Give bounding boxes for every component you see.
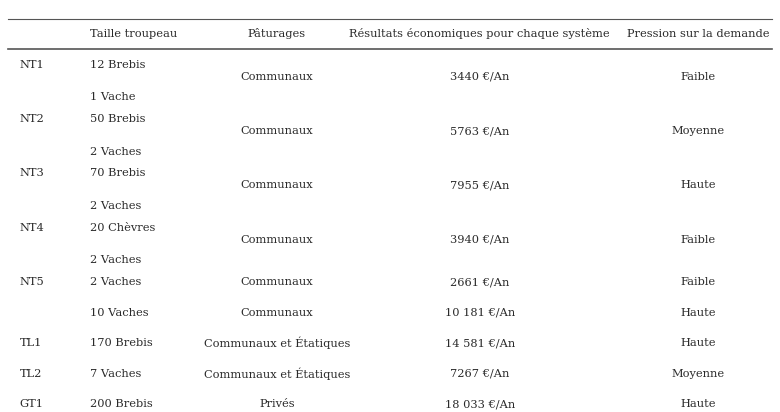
Text: TL1: TL1: [20, 338, 42, 348]
Text: 3440 €/An: 3440 €/An: [450, 72, 509, 82]
Text: 7955 €/An: 7955 €/An: [450, 180, 509, 190]
Text: Communaux et Étatiques: Communaux et Étatiques: [204, 337, 350, 349]
Text: Résultats économiques pour chaque système: Résultats économiques pour chaque systèm…: [349, 28, 610, 40]
Text: Moyenne: Moyenne: [672, 369, 725, 379]
Text: 170 Brebis: 170 Brebis: [90, 338, 152, 348]
Text: 10 Vaches: 10 Vaches: [90, 308, 148, 318]
Text: Haute: Haute: [680, 338, 716, 348]
Text: Pâturages: Pâturages: [248, 28, 306, 40]
Text: 1 Vache: 1 Vache: [90, 92, 135, 102]
Text: GT1: GT1: [20, 399, 44, 409]
Text: Faible: Faible: [680, 277, 716, 287]
Text: Haute: Haute: [680, 308, 716, 318]
Text: NT3: NT3: [20, 169, 44, 178]
Text: Communaux: Communaux: [240, 72, 314, 82]
Text: 18 033 €/An: 18 033 €/An: [445, 399, 515, 409]
Text: NT1: NT1: [20, 60, 44, 70]
Text: 70 Brebis: 70 Brebis: [90, 169, 145, 178]
Text: Communaux: Communaux: [240, 308, 314, 318]
Text: 200 Brebis: 200 Brebis: [90, 399, 152, 409]
Text: NT5: NT5: [20, 277, 44, 287]
Text: 50 Brebis: 50 Brebis: [90, 114, 145, 124]
Text: Privés: Privés: [259, 399, 295, 409]
Text: 2 Vaches: 2 Vaches: [90, 277, 141, 287]
Text: 7267 €/An: 7267 €/An: [450, 369, 509, 379]
Text: 20 Chèvres: 20 Chèvres: [90, 223, 155, 233]
Text: 7 Vaches: 7 Vaches: [90, 369, 141, 379]
Text: 14 581 €/An: 14 581 €/An: [445, 338, 515, 348]
Text: Communaux et Étatiques: Communaux et Étatiques: [204, 368, 350, 380]
Text: Communaux: Communaux: [240, 235, 314, 245]
Text: Faible: Faible: [680, 235, 716, 245]
Text: Taille troupeau: Taille troupeau: [90, 29, 177, 39]
Text: 12 Brebis: 12 Brebis: [90, 60, 145, 70]
Text: Haute: Haute: [680, 180, 716, 190]
Text: 10 181 €/An: 10 181 €/An: [445, 308, 515, 318]
Text: NT4: NT4: [20, 223, 44, 233]
Text: TL2: TL2: [20, 369, 42, 379]
Text: 3940 €/An: 3940 €/An: [450, 235, 509, 245]
Text: NT2: NT2: [20, 114, 44, 124]
Text: Faible: Faible: [680, 72, 716, 82]
Text: 2661 €/An: 2661 €/An: [450, 277, 509, 287]
Text: Haute: Haute: [680, 399, 716, 409]
Text: Moyenne: Moyenne: [672, 126, 725, 136]
Text: 5763 €/An: 5763 €/An: [450, 126, 509, 136]
Text: Communaux: Communaux: [240, 180, 314, 190]
Text: 2 Vaches: 2 Vaches: [90, 255, 141, 265]
Text: Communaux: Communaux: [240, 126, 314, 136]
Text: Communaux: Communaux: [240, 277, 314, 287]
Text: Pression sur la demande: Pression sur la demande: [627, 29, 769, 39]
Text: 2 Vaches: 2 Vaches: [90, 147, 141, 157]
Text: 2 Vaches: 2 Vaches: [90, 201, 141, 211]
